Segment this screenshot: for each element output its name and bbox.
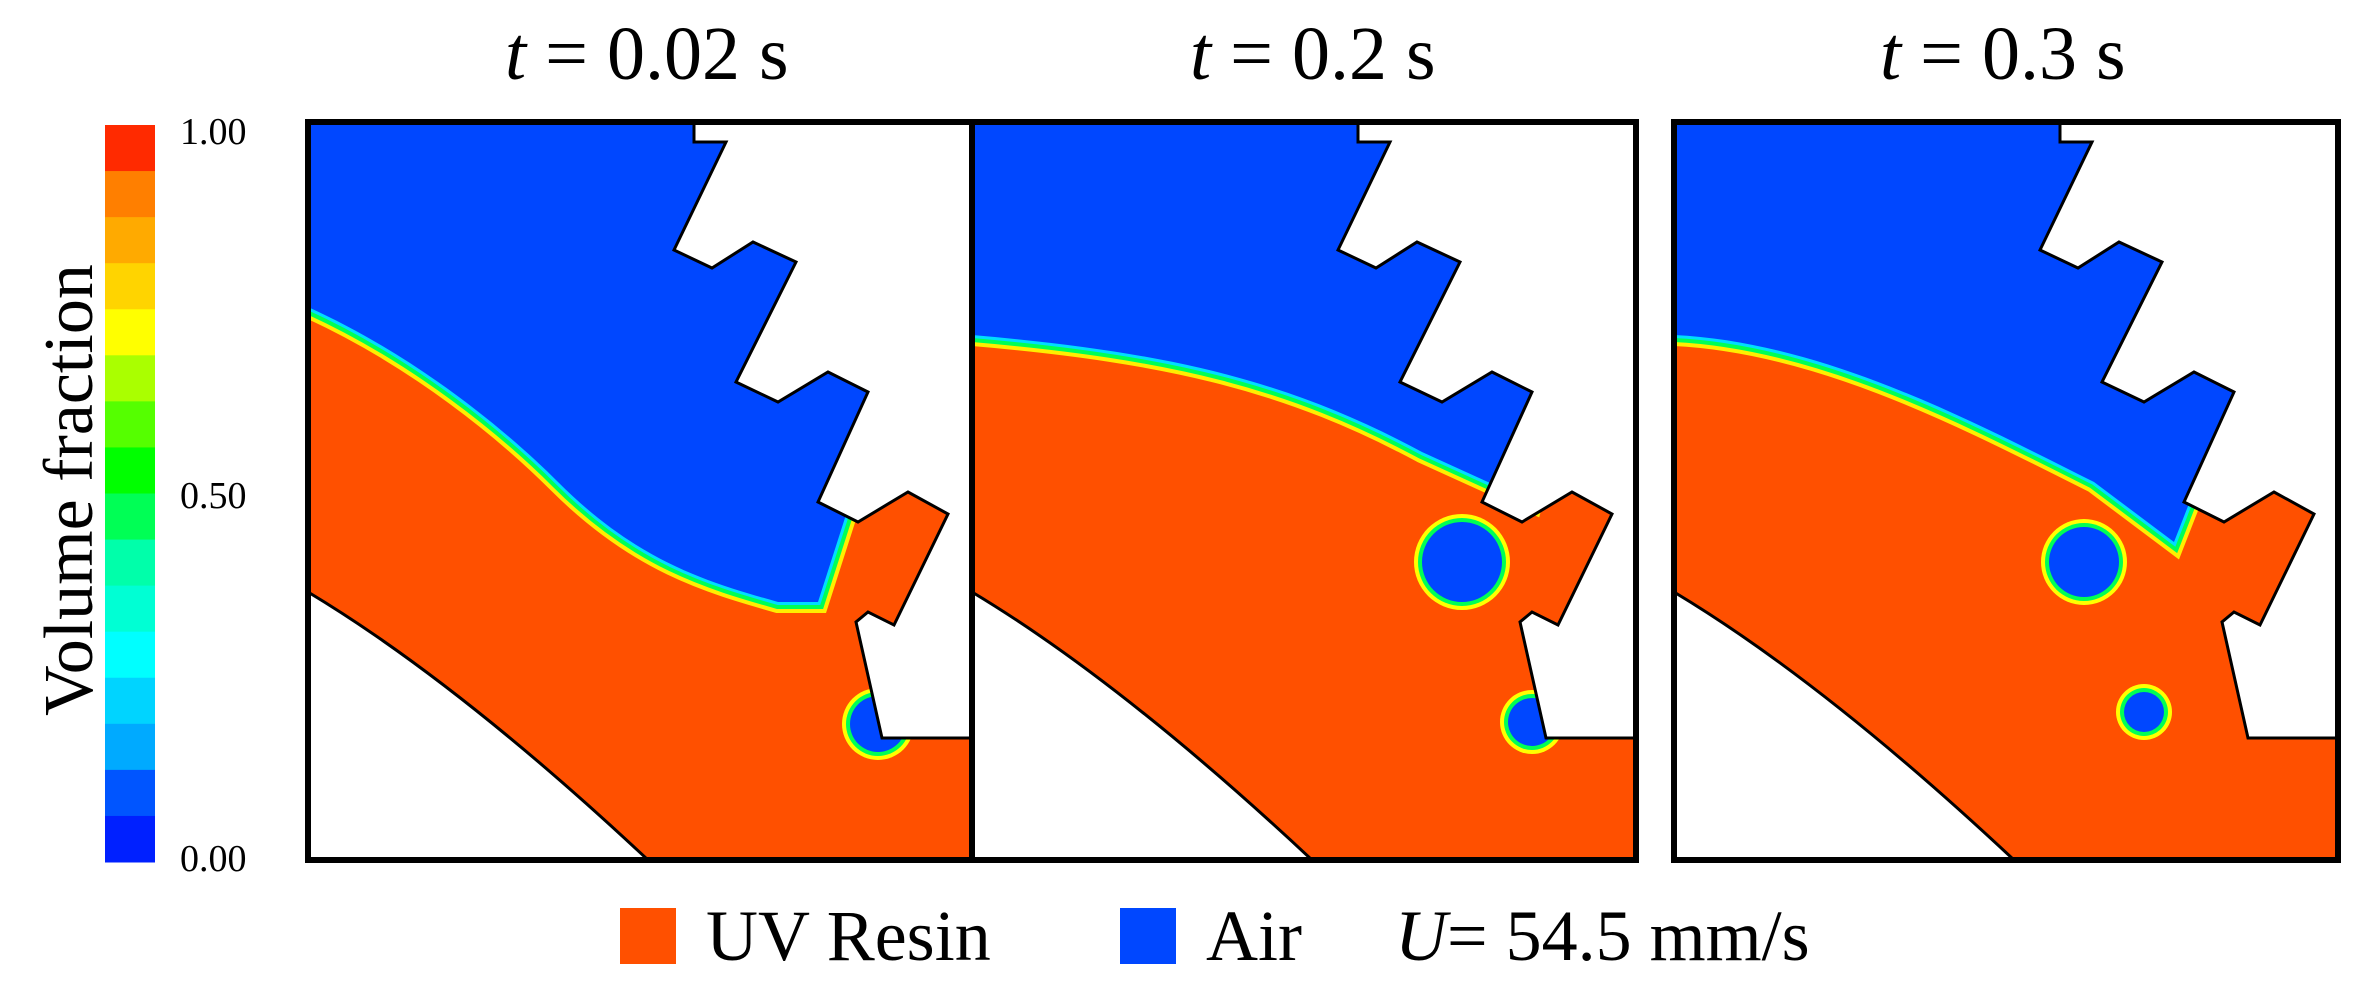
- colorbar-segment: [105, 263, 155, 310]
- resin-swatch: [620, 908, 676, 964]
- panel-frame: [969, 119, 1639, 863]
- mold-wall-teeth: [640, 122, 972, 740]
- panel-3-time-value: = 0.3 s: [1901, 12, 2126, 96]
- mold-wall-lower: [308, 590, 651, 860]
- colorbar-segment: [105, 401, 155, 448]
- colorbar-segment: [105, 171, 155, 218]
- panel-2: [969, 119, 1639, 863]
- air-swatch: [1120, 908, 1176, 964]
- panel-title-2: t = 0.2 s: [1190, 16, 1436, 92]
- panel-3: [1671, 119, 2341, 863]
- panel-title-1: t = 0.02 s: [505, 16, 789, 92]
- colorbar-segment: [105, 355, 155, 402]
- colorbar-tick-bottom: 0.00: [180, 838, 247, 880]
- panels: [305, 119, 2341, 863]
- mold-wall-lower: [972, 590, 1315, 860]
- panel-title-3: t = 0.3 s: [1880, 16, 2126, 92]
- air-bubble-small: [2124, 692, 2164, 732]
- velocity-symbol: U: [1395, 896, 1447, 976]
- air-bubble-large: [2049, 527, 2119, 597]
- velocity-value: = 54.5 mm/s: [1447, 896, 1810, 976]
- legend-air: Air: [1120, 900, 1302, 972]
- colorbar-segment: [105, 539, 155, 587]
- colorbar-segment: [105, 769, 155, 817]
- panel-3-time-symbol: t: [1880, 12, 1902, 96]
- air-bubble-large: [1422, 522, 1502, 602]
- colorbar-segment: [105, 631, 155, 679]
- colorbar-segment: [105, 125, 155, 172]
- colorbar-segment: [105, 447, 155, 494]
- legend-resin: UV Resin: [620, 900, 991, 972]
- panel-1-time-value: = 0.02 s: [526, 12, 789, 96]
- mold-wall-lower: [1674, 590, 2017, 860]
- panel-frame: [1671, 119, 2341, 863]
- panel-2-time-value: = 0.2 s: [1211, 12, 1436, 96]
- colorbar-segment: [105, 217, 155, 264]
- panel-1: [305, 119, 975, 863]
- colorbar-segment: [105, 309, 155, 356]
- mold-wall-teeth: [2006, 122, 2338, 740]
- panel-1-time-symbol: t: [505, 12, 527, 96]
- resin-label: UV Resin: [706, 896, 991, 976]
- air-label: Air: [1206, 896, 1302, 976]
- mold-wall-teeth: [1304, 122, 1636, 740]
- colorbar-tick-top: 1.00: [180, 111, 247, 153]
- colorbar-segment: [105, 815, 155, 863]
- velocity-annotation: U = 54.5 mm/s: [1395, 900, 1810, 972]
- panel-2-time-symbol: t: [1190, 12, 1212, 96]
- colorbar-label: Volume fraction: [31, 264, 108, 716]
- colorbar-tick-mid: 0.50: [180, 475, 247, 517]
- colorbar: [105, 125, 155, 863]
- colorbar-segment: [105, 493, 155, 541]
- colorbar-segment: [105, 723, 155, 771]
- colorbar-segment: [105, 585, 155, 633]
- colorbar-segment: [105, 677, 155, 725]
